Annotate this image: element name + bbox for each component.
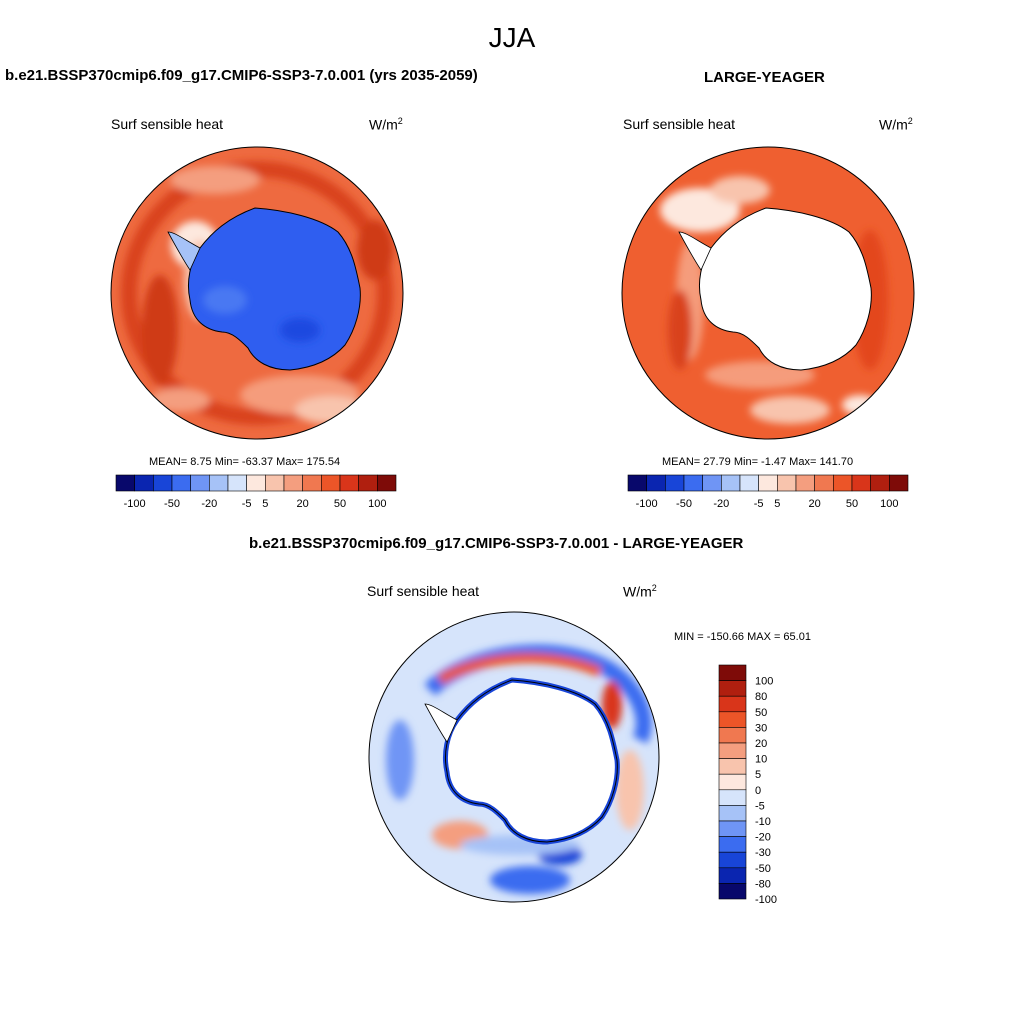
colorbar-swatch (665, 474, 685, 492)
panel-1-variable: Surf sensible heat (111, 116, 224, 132)
colorbar-tick-label: 5 (755, 769, 761, 781)
colorbar-swatch (718, 680, 747, 697)
map-panel-1 (110, 146, 404, 440)
colorbar-swatch (718, 789, 747, 806)
colorbar-tick-label: -80 (755, 878, 771, 890)
colorbar-swatch (718, 867, 747, 884)
colorbar-swatch (339, 474, 359, 492)
colorbar-tick-label: -100 (636, 498, 658, 510)
colorbar-panel-2: -100 -50 -20 -5 5 20 50 100 (627, 474, 909, 510)
colorbar-panel-1: -100 -50 -20 -5 5 20 50 100 (115, 474, 397, 510)
colorbar-swatch (227, 474, 247, 492)
colorbar-swatch (377, 474, 397, 492)
panel-3-title: b.e21.BSSP370cmip6.f09_g17.CMIP6-SSP3-7.… (249, 535, 744, 552)
colorbar-swatch (870, 474, 890, 492)
colorbar-swatch (134, 474, 154, 492)
colorbar-tick-label: -20 (201, 498, 217, 510)
panel-3-units: W/m2 (623, 583, 657, 600)
figure-title: JJA (488, 22, 536, 53)
colorbar-tick-label: 20 (809, 498, 821, 510)
colorbar-swatch (302, 474, 322, 492)
colorbar-swatch (718, 758, 747, 775)
colorbar-swatch (718, 695, 747, 713)
colorbar-tick-label: 20 (755, 738, 767, 750)
colorbar-tick-label: -5 (754, 498, 764, 510)
colorbar-swatch (190, 474, 210, 492)
colorbar-swatch (209, 474, 229, 492)
colorbar-swatch (153, 474, 173, 492)
colorbar-tick-label: -20 (755, 832, 771, 844)
colorbar-tick-label: -100 (124, 498, 146, 510)
colorbar-swatch (646, 474, 666, 492)
colorbar-tick-label: 50 (755, 707, 767, 719)
colorbar-tick-label: -30 (755, 847, 771, 859)
panel-2-units: W/m2 (879, 116, 913, 133)
colorbar-tick-label: 50 (334, 498, 346, 510)
colorbar-swatch (718, 727, 747, 744)
panel-1-title: b.e21.BSSP370cmip6.f09_g17.CMIP6-SSP3-7.… (5, 67, 478, 84)
panel-1-units: W/m2 (369, 116, 403, 133)
colorbar-swatch (718, 805, 747, 822)
panel-2-title: LARGE-YEAGER (704, 69, 825, 86)
colorbar-swatch (721, 474, 741, 492)
colorbar-swatch (283, 474, 303, 492)
colorbar-tick-label: -5 (242, 498, 252, 510)
colorbar-tick-label: 10 (755, 754, 767, 766)
panel-3-stats: MIN = -150.66 MAX = 65.01 (674, 631, 811, 643)
panel-2-stats: MEAN= 27.79 Min= -1.47 Max= 141.70 (662, 456, 854, 468)
colorbar-tick-label: 20 (297, 498, 309, 510)
colorbar-swatch (246, 474, 266, 492)
colorbar-swatch (851, 474, 871, 492)
colorbar-tick-label: 100 (368, 498, 386, 510)
panel-3-variable: Surf sensible heat (367, 583, 480, 599)
colorbar-swatch (758, 474, 778, 492)
colorbar-swatch (795, 474, 815, 492)
colorbar-swatch (718, 851, 747, 869)
colorbar-tick-label: 100 (755, 676, 773, 688)
colorbar-tick-label: -100 (755, 894, 777, 906)
colorbar-swatch (718, 664, 747, 681)
colorbar-tick-label: -50 (676, 498, 692, 510)
colorbar-tick-label: 50 (846, 498, 858, 510)
map-panel-2 (621, 146, 915, 440)
colorbar-tick-label: -20 (713, 498, 729, 510)
colorbar-swatch (683, 474, 703, 492)
panel-2-variable: Surf sensible heat (623, 116, 736, 132)
colorbar-tick-label: 80 (755, 691, 767, 703)
colorbar-tick-label: -10 (755, 816, 771, 828)
colorbar-swatch (627, 474, 647, 492)
colorbar-swatch (171, 474, 191, 492)
colorbar-swatch (358, 474, 378, 492)
colorbar-swatch (718, 836, 747, 853)
colorbar-swatch (718, 742, 747, 759)
colorbar-swatch (718, 820, 747, 837)
colorbar-tick-label: 0 (755, 785, 761, 797)
colorbar-swatch (115, 474, 135, 492)
colorbar-swatch (718, 883, 747, 900)
colorbar-swatch (814, 474, 834, 492)
colorbar-tick-label: 5 (774, 498, 780, 510)
panel-1-stats: MEAN= 8.75 Min= -63.37 Max= 175.54 (149, 456, 341, 468)
colorbar-swatch (718, 711, 747, 728)
colorbar-swatch (718, 773, 747, 791)
colorbar-swatch (265, 474, 285, 492)
colorbar-swatch (833, 474, 853, 492)
colorbar-tick-label: -5 (755, 800, 765, 812)
colorbar-tick-label: -50 (164, 498, 180, 510)
colorbar-swatch (889, 474, 909, 492)
colorbar-swatch (702, 474, 722, 492)
colorbar-swatch (739, 474, 759, 492)
colorbar-swatch (777, 474, 797, 492)
map-panel-3 (368, 611, 660, 903)
colorbar-tick-label: -50 (755, 863, 771, 875)
colorbar-tick-label: 100 (880, 498, 898, 510)
colorbar-tick-label: 30 (755, 722, 767, 734)
colorbar-tick-label: 5 (262, 498, 268, 510)
colorbar-swatch (321, 474, 341, 492)
